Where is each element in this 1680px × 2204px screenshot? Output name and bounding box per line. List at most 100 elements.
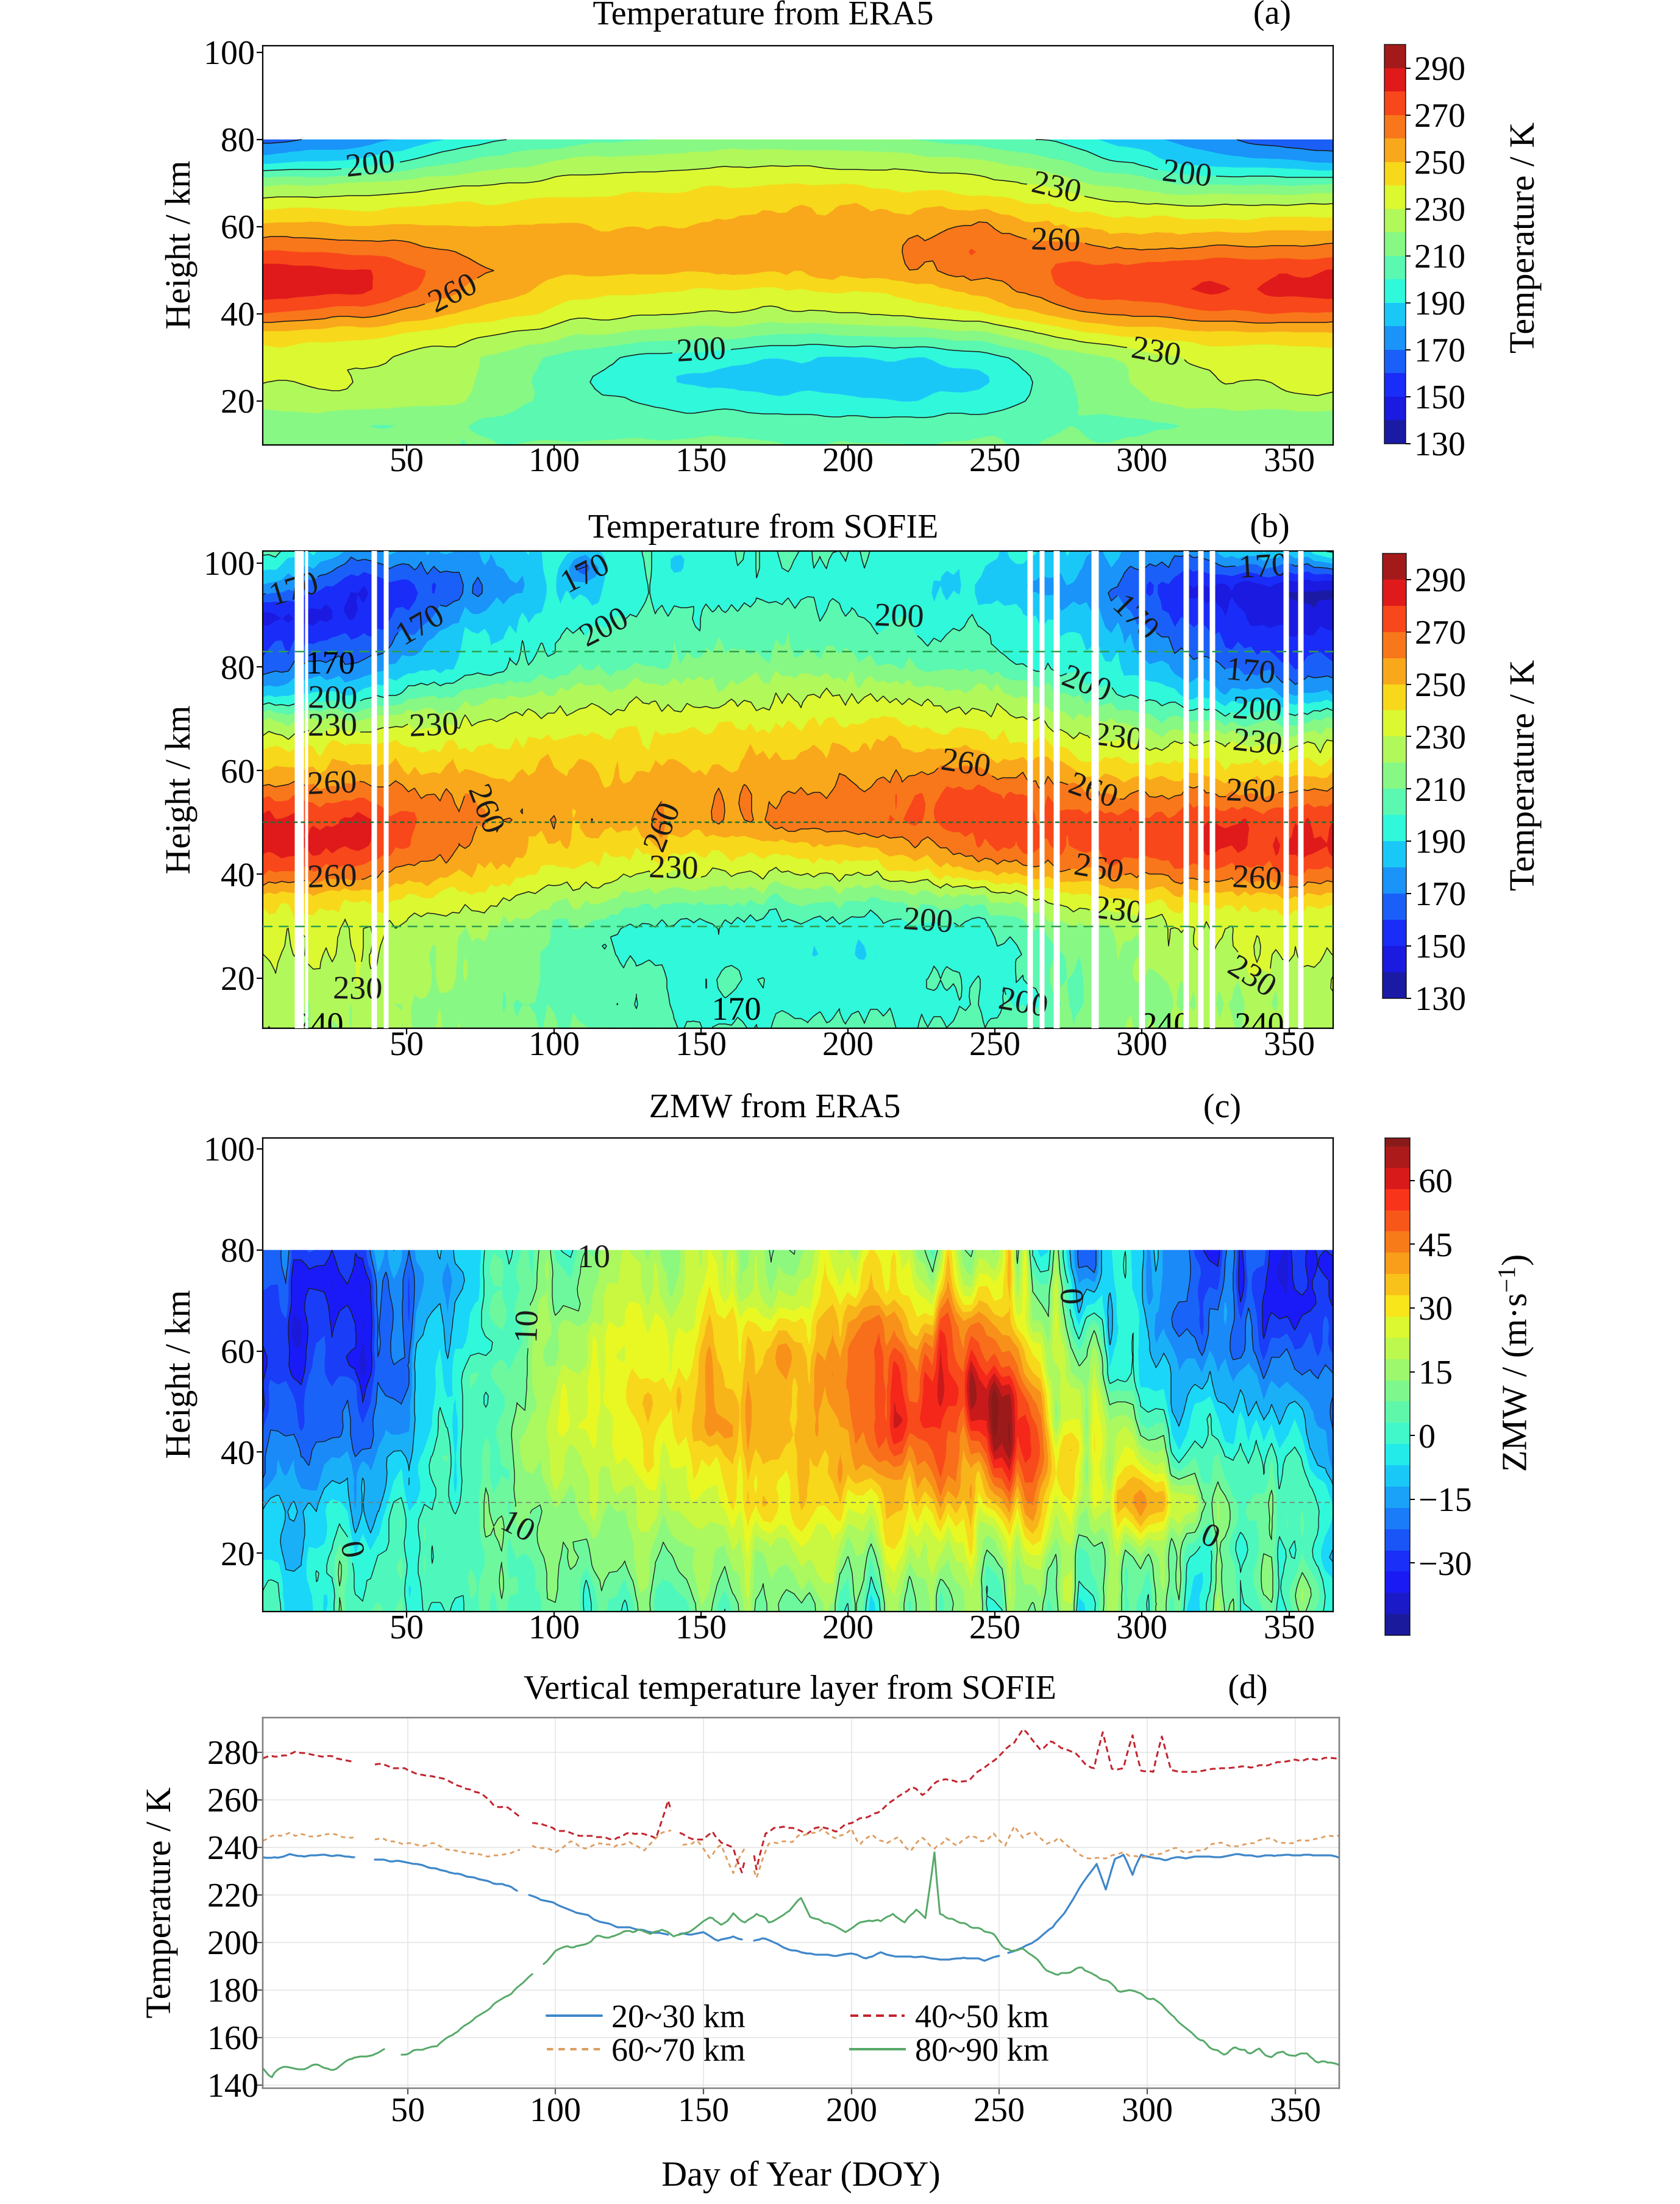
svg-text:300: 300: [1122, 2091, 1173, 2129]
svg-text:(d): (d): [1228, 1668, 1267, 1706]
svg-text:10: 10: [507, 1309, 545, 1343]
svg-text:Temperature from SOFIE: Temperature from SOFIE: [588, 508, 939, 546]
svg-text:260: 260: [1231, 858, 1283, 897]
svg-text:170: 170: [1225, 650, 1277, 691]
svg-text:200: 200: [902, 900, 954, 940]
svg-text:200: 200: [822, 1609, 874, 1646]
svg-text:Z M W /: Z M W / ( m · s ) − 1: [1492, 1252, 1534, 1472]
svg-text:100: 100: [530, 2091, 581, 2129]
svg-text:220: 220: [207, 1877, 258, 1914]
svg-text:150: 150: [675, 1025, 727, 1063]
svg-text:260: 260: [1031, 220, 1081, 258]
svg-text:80: 80: [221, 121, 255, 159]
svg-text:230: 230: [1092, 888, 1145, 930]
svg-text:20~30 km: 20~30 km: [611, 1998, 746, 2035]
svg-text:Vertical temperature layer fro: Vertical temperature layer from SOFIE: [524, 1669, 1056, 1707]
svg-text:Temperature from ERA5: Temperature from ERA5: [593, 0, 934, 32]
svg-text:250: 250: [973, 2091, 1025, 2129]
svg-text:150: 150: [675, 1609, 727, 1646]
svg-text:230: 230: [1231, 720, 1284, 762]
svg-text:180: 180: [207, 1972, 258, 2010]
svg-text:20: 20: [221, 1535, 255, 1573]
svg-text:130: 130: [1415, 980, 1466, 1018]
svg-text:0: 0: [1418, 1418, 1436, 1456]
svg-text:Temperature / K: Temperature / K: [138, 1787, 178, 2018]
svg-text:−30: −30: [1418, 1545, 1472, 1583]
svg-text:150: 150: [675, 441, 727, 479]
svg-text:100: 100: [204, 1131, 255, 1168]
svg-text:230: 230: [649, 848, 699, 886]
svg-text:20: 20: [221, 383, 255, 421]
svg-text:ZMW from ERA5: ZMW from ERA5: [649, 1087, 901, 1125]
svg-text:100: 100: [529, 1609, 580, 1646]
svg-text:230: 230: [1415, 719, 1466, 756]
svg-text:Height / km: Height / km: [158, 705, 198, 874]
svg-text:240: 240: [1235, 1006, 1284, 1042]
svg-text:160: 160: [207, 2019, 258, 2057]
svg-text:Height / km: Height / km: [158, 160, 198, 329]
svg-text:300: 300: [1116, 1025, 1167, 1063]
svg-text:350: 350: [1264, 1025, 1315, 1063]
svg-text:250: 250: [1415, 666, 1466, 704]
svg-text:240: 240: [1141, 1006, 1191, 1042]
svg-text:60: 60: [1418, 1162, 1453, 1200]
svg-text:100: 100: [529, 1025, 580, 1063]
svg-text:270: 270: [1415, 614, 1466, 652]
svg-text:190: 190: [1415, 823, 1466, 861]
svg-text:80~90 km: 80~90 km: [915, 2032, 1049, 2068]
svg-text:200: 200: [822, 1025, 874, 1063]
svg-text:Day of Year (DOY): Day of Year (DOY): [661, 2154, 940, 2194]
svg-text:280: 280: [207, 1734, 258, 1772]
svg-text:10: 10: [577, 1238, 610, 1274]
svg-text:60~70 km: 60~70 km: [611, 2032, 746, 2068]
svg-text:40: 40: [221, 856, 255, 894]
svg-text:260: 260: [207, 1782, 258, 1819]
svg-text:15: 15: [1418, 1354, 1453, 1392]
svg-text:300: 300: [1116, 441, 1167, 479]
svg-text:60: 60: [221, 208, 255, 246]
svg-text:200: 200: [826, 2091, 877, 2129]
svg-text:200: 200: [344, 143, 397, 184]
svg-text:200: 200: [675, 329, 727, 369]
svg-text:170: 170: [306, 644, 355, 681]
svg-text:150: 150: [678, 2091, 729, 2129]
svg-text:Temperature / K: Temperature / K: [1502, 123, 1542, 354]
svg-text:60: 60: [221, 1333, 255, 1371]
svg-text:260: 260: [307, 763, 357, 802]
svg-text:100: 100: [204, 34, 255, 72]
svg-text:30: 30: [1418, 1290, 1453, 1328]
svg-text:60: 60: [221, 753, 255, 791]
svg-text:350: 350: [1264, 1609, 1315, 1646]
svg-text:230: 230: [1414, 191, 1465, 229]
svg-text:170: 170: [1414, 332, 1465, 369]
svg-text:250: 250: [969, 1609, 1020, 1646]
svg-text:290: 290: [1415, 561, 1466, 599]
svg-text:100: 100: [204, 545, 255, 583]
svg-text:20: 20: [221, 960, 255, 998]
svg-text:250: 250: [969, 441, 1020, 479]
svg-text:210: 210: [1414, 238, 1465, 276]
svg-text:170: 170: [1415, 875, 1466, 913]
svg-text:−15: −15: [1418, 1481, 1472, 1519]
svg-text:270: 270: [1414, 97, 1465, 135]
svg-text:50: 50: [390, 441, 424, 479]
svg-text:170: 170: [1237, 546, 1289, 585]
svg-text:(a): (a): [1253, 0, 1291, 32]
svg-text:290: 290: [1414, 50, 1465, 88]
svg-text:Temperature / K: Temperature / K: [1502, 660, 1542, 891]
svg-text:170: 170: [712, 990, 761, 1027]
svg-text:240: 240: [207, 1829, 258, 1867]
svg-text:100: 100: [529, 441, 580, 479]
svg-text:(c): (c): [1203, 1087, 1241, 1125]
svg-text:200: 200: [1161, 151, 1214, 193]
svg-text:50: 50: [390, 1025, 424, 1063]
svg-text:230: 230: [408, 705, 459, 744]
svg-text:250: 250: [1414, 144, 1465, 182]
svg-text:250: 250: [969, 1025, 1020, 1063]
svg-text:260: 260: [1226, 771, 1276, 809]
svg-text:200: 200: [207, 1924, 258, 1962]
svg-text:200: 200: [308, 678, 358, 716]
svg-text:80: 80: [221, 649, 255, 687]
svg-text:350: 350: [1264, 441, 1315, 479]
svg-text:150: 150: [1414, 379, 1465, 416]
